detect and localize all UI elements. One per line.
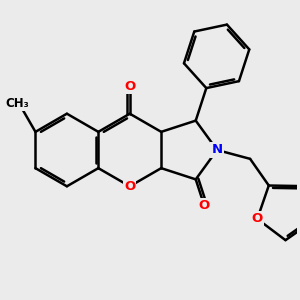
Text: N: N [212,143,223,157]
Text: O: O [124,180,135,193]
Text: CH₃: CH₃ [5,97,29,110]
Text: O: O [199,199,210,212]
Text: O: O [124,80,135,93]
Text: O: O [252,212,263,225]
